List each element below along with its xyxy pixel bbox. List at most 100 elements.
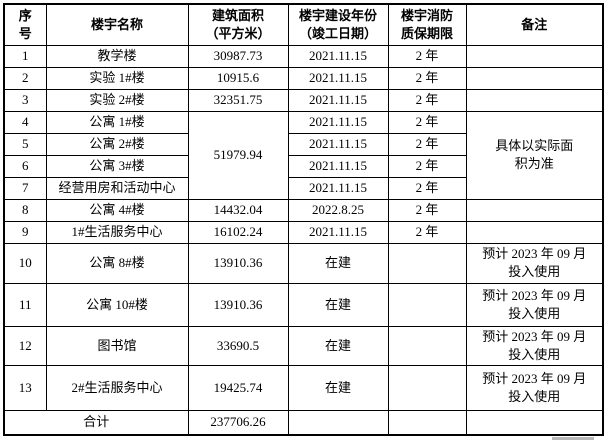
row-no-cell: 2 [3,66,47,90]
area-cell: 13910.36 [187,242,289,284]
year-cell: 在建 [287,282,389,327]
area-cell: 33690.5 [187,325,289,366]
building-name-cell: 公寓 4#楼 [45,198,189,222]
table-row: 8 公寓 4#楼 14432.04 2022.8.25 2 年 [3,198,604,222]
building-name-cell: 公寓 1#楼 [45,110,189,134]
year-cell: 2021.11.15 [287,110,389,134]
area-cell: 16102.24 [187,220,289,244]
remark-cell: 预计 2023 年 09 月 投入使用 [465,364,604,411]
row-no-cell: 6 [3,154,47,178]
warranty-cell: 2 年 [387,176,467,200]
warranty-cell [387,282,467,327]
building-name-cell: 公寓 10#楼 [45,282,189,327]
area-cell: 14432.04 [187,198,289,222]
year-cell: 2021.11.15 [287,220,389,244]
table-row: 5 公寓 2#楼 2021.11.15 2 年 [3,132,603,156]
area-cell: 32351.75 [187,88,289,112]
total-label-cell: 合计 [3,409,189,436]
table-row: 9 1#生活服务中心 16102.24 2021.11.15 2 年 [3,220,604,244]
warranty-cell: 2 年 [387,220,467,244]
row-no-cell: 12 [3,325,47,366]
remark-cell [465,44,604,68]
horizontal-scrollbar-thumb[interactable] [552,437,594,440]
row-no-cell: 5 [3,132,47,156]
remark-cell [465,66,604,90]
area-merged-cell: 51979.94 [187,110,289,200]
remark-merged-cell: 具体以实际面 积为准 [465,110,604,200]
remark-cell: 预计 2023 年 09 月 投入使用 [465,242,604,284]
year-cell: 2021.11.15 [287,154,389,178]
row-no-cell: 13 [3,364,47,411]
warranty-cell: 2 年 [387,88,467,112]
year-cell: 2021.11.15 [287,88,389,112]
area-cell: 30987.73 [187,44,289,68]
row-no-cell: 8 [3,198,47,222]
remark-cell [465,198,604,222]
warranty-cell: 2 年 [387,132,467,156]
warranty-cell: 2 年 [387,154,467,178]
table-row: 11 公寓 10#楼 13910.36 在建 预计 2023 年 09 月 投入… [3,282,604,327]
year-cell: 2022.8.25 [287,198,389,222]
building-name-cell: 2#生活服务中心 [45,364,189,411]
building-name-cell: 实验 1#楼 [45,66,189,90]
warranty-cell [387,242,467,284]
remark-cell [465,220,604,244]
total-row: 合计 237706.26 [3,409,604,436]
row-no-cell: 9 [3,220,47,244]
table-row: 2 实验 1#楼 10915.6 2021.11.15 2 年 [3,66,604,90]
buildings-table: 序 号 楼宇名称 建筑面积 （平方米） 楼宇建设年份 （竣工日期） 楼宇消防 质… [3,3,604,436]
table-row: 10 公寓 8#楼 13910.36 在建 预计 2023 年 09 月 投入使… [3,242,604,284]
table-row: 4 公寓 1#楼 51979.94 2021.11.15 2 年 具体以实际面 … [3,110,604,200]
table-row: 3 实验 2#楼 32351.75 2021.11.15 2 年 [3,88,604,112]
building-name-cell: 公寓 3#楼 [45,154,189,178]
total-remark-cell [465,409,604,436]
total-warranty-cell [387,409,467,436]
header-row: 序 号 楼宇名称 建筑面积 （平方米） 楼宇建设年份 （竣工日期） 楼宇消防 质… [3,3,604,46]
total-area-cell: 237706.26 [187,409,289,436]
row-no-cell: 4 [3,110,47,134]
warranty-cell [387,325,467,366]
remark-cell [465,88,604,112]
table-row: 13 2#生活服务中心 19425.74 在建 预计 2023 年 09 月 投… [3,364,604,411]
year-cell: 2021.11.15 [287,176,389,200]
year-cell: 在建 [287,242,389,284]
warranty-cell: 2 年 [387,110,467,134]
header-serial: 序 号 [3,3,47,46]
remark-cell: 预计 2023 年 09 月 投入使用 [465,325,604,366]
row-no-cell: 7 [3,176,47,200]
year-cell: 2021.11.15 [287,66,389,90]
table-row: 6 公寓 3#楼 2021.11.15 2 年 [3,154,603,178]
remark-cell: 预计 2023 年 09 月 投入使用 [465,282,604,327]
header-build-year: 楼宇建设年份 （竣工日期） [287,3,389,46]
building-name-cell: 公寓 2#楼 [45,132,189,156]
building-name-cell: 1#生活服务中心 [45,220,189,244]
building-name-cell: 公寓 8#楼 [45,242,189,284]
header-remark: 备注 [465,3,604,46]
warranty-cell: 2 年 [387,66,467,90]
building-name-cell: 实验 2#楼 [45,88,189,112]
building-name-cell: 教学楼 [45,44,189,68]
area-cell: 13910.36 [187,282,289,327]
year-cell: 2021.11.15 [287,132,389,156]
row-no-cell: 11 [3,282,47,327]
header-building-name: 楼宇名称 [45,3,189,46]
table-row: 1 教学楼 30987.73 2021.11.15 2 年 [3,44,604,68]
warranty-cell: 2 年 [387,44,467,68]
header-area: 建筑面积 （平方米） [187,3,289,46]
table-row: 7 经营用房和活动中心 2021.11.15 2 年 [3,176,603,200]
year-cell: 在建 [287,325,389,366]
warranty-cell: 2 年 [387,198,467,222]
row-no-cell: 10 [3,242,47,284]
row-no-cell: 1 [3,44,47,68]
header-fire-warranty: 楼宇消防 质保期限 [387,3,467,46]
year-cell: 在建 [287,364,389,411]
building-name-cell: 图书馆 [45,325,189,366]
year-cell: 2021.11.15 [287,44,389,68]
building-name-cell: 经营用房和活动中心 [45,176,189,200]
area-cell: 10915.6 [187,66,289,90]
row-no-cell: 3 [3,88,47,112]
warranty-cell [387,364,467,411]
area-cell: 19425.74 [187,364,289,411]
table-row: 12 图书馆 33690.5 在建 预计 2023 年 09 月 投入使用 [3,325,604,366]
